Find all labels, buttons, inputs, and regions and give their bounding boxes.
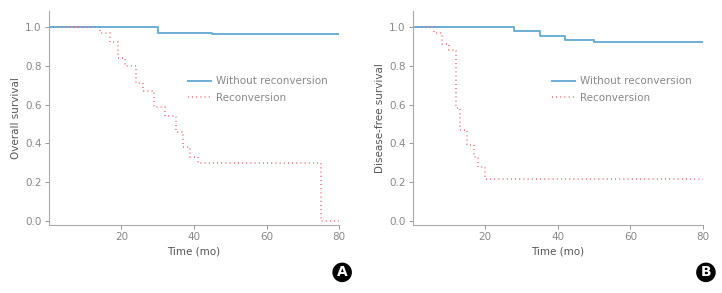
Y-axis label: Overall survival: Overall survival [11, 77, 21, 159]
Y-axis label: Disease-free survival: Disease-free survival [375, 63, 385, 173]
Legend: Without reconversion, Reconversion: Without reconversion, Reconversion [552, 76, 692, 103]
X-axis label: Time (mo): Time (mo) [531, 246, 584, 256]
Legend: Without reconversion, Reconversion: Without reconversion, Reconversion [188, 76, 329, 103]
Text: B: B [700, 265, 711, 279]
X-axis label: Time (mo): Time (mo) [168, 246, 220, 256]
Text: A: A [336, 265, 347, 279]
